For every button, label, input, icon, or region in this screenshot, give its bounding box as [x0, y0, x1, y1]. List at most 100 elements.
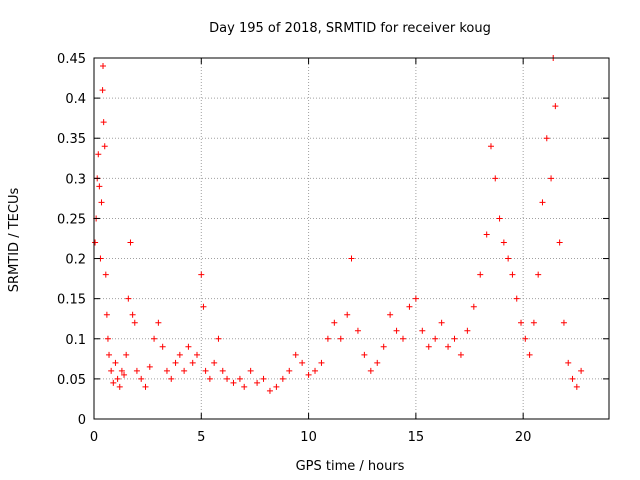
data-point [100, 63, 107, 70]
data-point [548, 175, 555, 182]
data-point [419, 327, 426, 334]
data-point [118, 367, 125, 374]
data-point [438, 319, 445, 326]
data-points [92, 55, 585, 394]
x-tick-label: 5 [197, 430, 205, 445]
data-point [206, 375, 213, 382]
data-point [505, 255, 512, 262]
data-point [163, 367, 170, 374]
data-point [95, 151, 102, 158]
data-point [260, 375, 267, 382]
data-point [241, 383, 248, 390]
data-point [526, 351, 533, 358]
data-point [116, 383, 123, 390]
data-point [496, 215, 503, 222]
y-tick-label: 0.35 [57, 132, 86, 147]
plot-frame [93, 57, 610, 420]
data-point [477, 271, 484, 278]
y-tick-label: 0.45 [57, 52, 86, 67]
data-point [425, 343, 432, 350]
data-point [189, 359, 196, 366]
data-point [492, 175, 499, 182]
y-tick-label: 0.3 [65, 172, 86, 187]
x-tick-label: 10 [300, 430, 317, 445]
y-tick-label: 0.2 [65, 253, 86, 268]
data-point [344, 311, 351, 318]
data-point [185, 343, 192, 350]
data-point [142, 383, 149, 390]
data-point [215, 335, 222, 342]
data-point [273, 383, 280, 390]
data-point [380, 343, 387, 350]
data-point [133, 367, 140, 374]
data-point [101, 143, 108, 150]
data-point [224, 375, 231, 382]
data-point [92, 239, 99, 246]
data-point [457, 351, 464, 358]
data-point [121, 371, 128, 378]
data-point [324, 335, 331, 342]
data-point [509, 271, 516, 278]
data-point [387, 311, 394, 318]
data-point [266, 387, 273, 394]
data-point [100, 119, 107, 126]
data-point [219, 367, 226, 374]
data-point [432, 335, 439, 342]
data-point [99, 87, 106, 94]
y-tick-label: 0.25 [57, 212, 86, 227]
x-tick-label: 15 [408, 430, 425, 445]
data-point [337, 335, 344, 342]
data-point [98, 199, 105, 206]
data-point [348, 255, 355, 262]
data-point [518, 319, 525, 326]
y-tick-label: 0.4 [65, 92, 86, 107]
data-point [318, 359, 325, 366]
data-point [483, 231, 490, 238]
data-point [374, 359, 381, 366]
data-point [569, 375, 576, 382]
data-point [292, 351, 299, 358]
data-point [146, 363, 153, 370]
data-point [400, 335, 406, 342]
y-tick-label: 0.1 [65, 333, 86, 348]
data-point [451, 335, 458, 342]
data-point [522, 335, 529, 342]
data-point [230, 379, 237, 386]
data-point [155, 319, 162, 326]
data-point [487, 143, 494, 150]
data-point [254, 379, 261, 386]
data-point [552, 103, 559, 110]
data-point [172, 359, 179, 366]
data-point [176, 351, 183, 358]
data-point [470, 303, 477, 310]
y-axis-label: SRMTID / TECUs [7, 188, 22, 293]
data-point [406, 303, 413, 310]
data-point [535, 271, 542, 278]
data-point [114, 375, 121, 382]
data-point [194, 351, 200, 358]
x-tick-label: 0 [90, 430, 98, 445]
y-tick-label: 0.15 [57, 293, 86, 308]
data-point [112, 359, 119, 366]
data-point [530, 319, 537, 326]
y-tick-label: 0 [78, 413, 86, 428]
data-point [393, 327, 400, 334]
data-point [513, 295, 520, 302]
data-point [573, 383, 580, 390]
data-point [556, 239, 563, 246]
data-point [106, 351, 113, 358]
x-tick-label: 20 [515, 430, 532, 445]
data-point [464, 327, 471, 334]
chart-title: Day 195 of 2018, SRMTID for receiver kou… [209, 21, 491, 36]
data-point [127, 239, 134, 246]
data-point [445, 343, 452, 350]
data-point [565, 359, 572, 366]
data-point [354, 327, 361, 334]
data-point [102, 271, 109, 278]
data-point [198, 271, 205, 278]
data-point [168, 375, 175, 382]
data-point [236, 375, 243, 382]
data-point [412, 295, 419, 302]
data-point [539, 199, 546, 206]
